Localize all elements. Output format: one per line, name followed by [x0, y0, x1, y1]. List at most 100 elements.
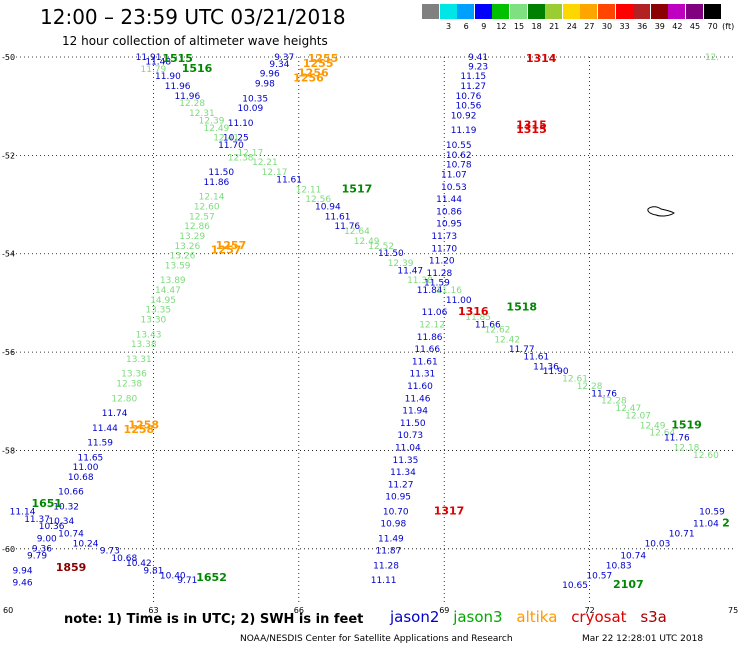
swh-value: 11.61	[325, 212, 351, 222]
legend-value: 3	[446, 22, 452, 31]
swh-value: 10.09	[237, 104, 263, 114]
latitude-label: -60	[2, 545, 15, 554]
swh-value: 11.91	[136, 53, 162, 63]
swh-value: 12.38	[116, 380, 142, 390]
legend-swatch	[703, 4, 721, 19]
legend-swatch	[562, 4, 580, 19]
swh-value: 11.70	[431, 244, 457, 254]
swh-value: 11.37	[24, 515, 50, 525]
swh-value: 10.73	[397, 431, 423, 441]
legend-value: 45	[689, 22, 701, 31]
swh-value: 11.35	[393, 456, 419, 466]
longitude-label: 66	[294, 606, 304, 615]
swh-value: 11.14	[10, 507, 36, 517]
swh-value: 11.00	[73, 463, 99, 473]
legend-swatch	[598, 4, 615, 19]
longitude-label: 72	[585, 606, 595, 615]
legend-swatch	[457, 4, 475, 19]
swh-value: 11.76	[664, 434, 690, 444]
time-mark: 1256	[293, 72, 324, 85]
swh-value: 12.28	[179, 99, 205, 109]
swh-value: 10.74	[58, 530, 84, 540]
swh-value: 10.24	[73, 539, 99, 549]
swh-value: 13.29	[179, 232, 205, 242]
swh-value: 12.12	[419, 321, 445, 331]
swh-value: 11.16	[436, 286, 462, 296]
swh-value: 10.53	[441, 183, 467, 193]
time-mark: 1515	[162, 52, 193, 65]
swh-value: 11.59	[424, 279, 450, 289]
credit-line: NOAA/NESDIS Center for Satellite Applica…	[240, 634, 513, 644]
legend-swatch	[527, 4, 545, 19]
time-mark: 1517	[342, 182, 373, 195]
swh-value: 10.59	[699, 507, 725, 517]
legend-swatch	[510, 4, 527, 19]
swh-value: 12.17	[262, 168, 288, 178]
swh-value: 11.06	[422, 308, 448, 318]
swh-value: 13.36	[121, 370, 147, 380]
legend-swatch	[633, 4, 651, 19]
swh-value: 11.07	[441, 170, 467, 180]
swh-value: 12.62	[485, 325, 511, 335]
swh-value: 11.27	[388, 480, 414, 490]
swh-value: 12.07	[625, 411, 651, 421]
swh-value: 11.61	[412, 357, 438, 367]
swh-value: 13.43	[136, 330, 162, 340]
swh-value: 12.56	[305, 195, 331, 205]
swh-value: 9.98	[255, 80, 275, 90]
legend-value: 39	[654, 22, 665, 31]
swh-value: 12.80	[111, 394, 137, 404]
swh-value: 11.59	[87, 439, 113, 449]
time-mark: 1256	[298, 67, 329, 80]
swh-value: 12.28	[601, 397, 627, 407]
swh-value: 10.36	[39, 522, 65, 532]
latitude-label: -56	[2, 348, 15, 357]
legend-swatch	[422, 4, 439, 19]
swh-value: 11.84	[417, 286, 443, 296]
swh-value: 10.70	[383, 507, 409, 517]
legend-swatch	[650, 4, 668, 19]
time-mark: 1314	[526, 52, 557, 65]
swh-value: 11.20	[429, 257, 455, 267]
swh-value: 11.76	[591, 389, 617, 399]
swh-value: 11.77	[509, 345, 535, 355]
time-mark: 1255	[308, 52, 339, 65]
swh-value: 12.21	[252, 158, 278, 168]
swh-value: 13.89	[160, 276, 186, 286]
swh-value: 12.64	[344, 227, 370, 237]
swh-value: 10.95	[436, 220, 462, 230]
time-mark: 1652	[196, 571, 227, 584]
time-mark: 2107	[613, 578, 644, 591]
swh-value: 10.71	[669, 530, 695, 540]
swh-value: 13.59	[165, 261, 191, 271]
satellite-legend: jason2 jason3 altika cryosat s3a	[390, 608, 676, 626]
swh-value: 11.27	[460, 82, 486, 92]
swh-value: 10.32	[53, 502, 79, 512]
sat-legend-jason2: jason2	[390, 608, 440, 626]
swh-value: 10.35	[242, 94, 268, 104]
legend-value: 36	[637, 22, 648, 31]
sat-legend-jason3: jason3	[453, 608, 503, 626]
swh-value: 12.39	[388, 259, 414, 269]
swh-value: 10.56	[456, 102, 482, 112]
swh-value: 11.61	[523, 352, 549, 362]
swh-value: 11.31	[410, 370, 436, 380]
swh-value: 10.66	[58, 488, 84, 498]
swh-value: 11.49	[378, 534, 404, 544]
swh-value: 13.31	[126, 355, 152, 365]
swh-value: 11.36	[533, 362, 559, 372]
swh-value: 11.76	[334, 222, 360, 232]
swh-value: 9.96	[260, 70, 280, 80]
swh-value: 9.36	[32, 544, 52, 554]
map-title: 12:00 – 23:59 UTC 03/21/2018	[40, 5, 346, 29]
longitude-label: 63	[148, 606, 158, 615]
swh-value: 12.18	[674, 443, 700, 453]
time-mark: 1315	[516, 123, 547, 136]
swh-value: 11.44	[92, 424, 118, 434]
legend-swatch	[686, 4, 703, 19]
swh-value: 13.35	[145, 306, 171, 316]
swh-value: 11.34	[390, 468, 416, 478]
legend-value: 9	[481, 22, 487, 31]
swh-value: 9.41	[468, 53, 488, 63]
swh-value: 12.31	[189, 109, 215, 119]
